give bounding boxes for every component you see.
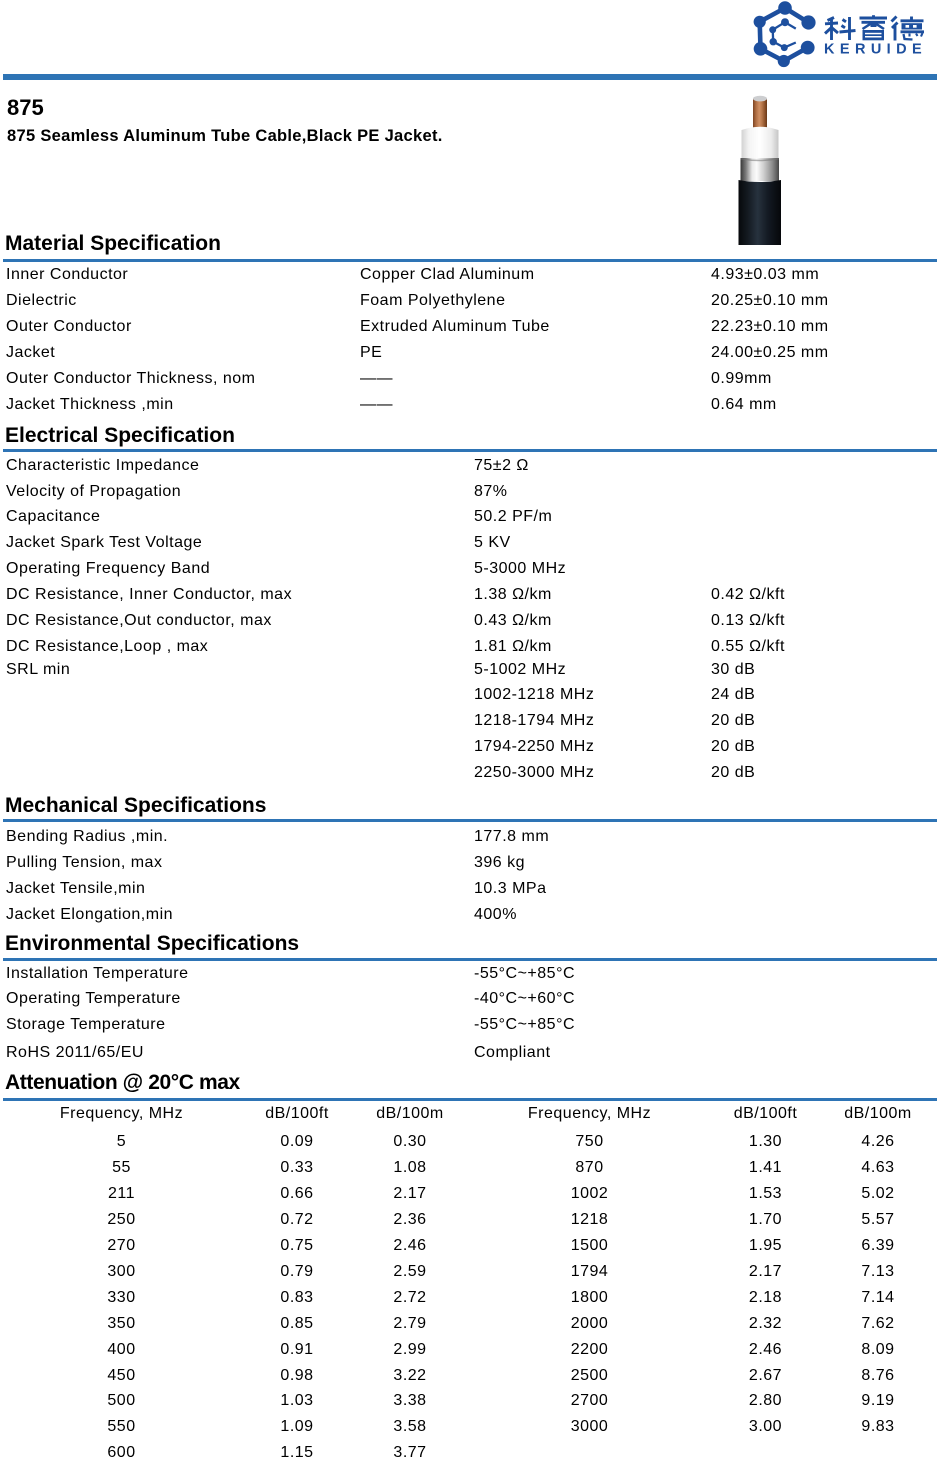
svg-text:KERUIDE: KERUIDE: [824, 42, 927, 58]
